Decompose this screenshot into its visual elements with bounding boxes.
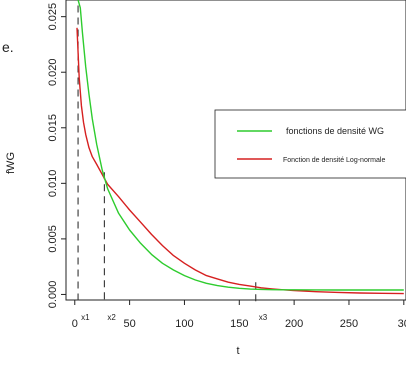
y-tick-label: 0.000 (47, 281, 59, 309)
legend-label-lognormal: Fonction de densité Log-normale (283, 157, 385, 164)
x-tick-label: 0 (72, 318, 78, 330)
x-tick-label: 150 (230, 318, 248, 330)
x-tick-label: 50 (123, 318, 135, 330)
x-axis-label: t (236, 345, 239, 357)
x-tick-label: 250 (340, 318, 358, 330)
marker-label-x1: x1 (81, 313, 90, 322)
y-tick-label: 0.025 (47, 3, 59, 31)
y-tick-label: 0.015 (47, 114, 59, 142)
y-tick-label: 0.020 (47, 58, 59, 86)
legend-label-wg: fonctions de densité WG (286, 126, 384, 136)
x-tick-label: 100 (175, 318, 193, 330)
marker-label-x2: x2 (107, 313, 116, 322)
y-tick-label: 0.005 (47, 225, 59, 253)
x-tick-label: 30 (398, 318, 406, 330)
x-axis: 0 50 100 150 200 250 30 (72, 300, 406, 330)
y-tick-label: 0.010 (47, 170, 59, 198)
stray-text: e. (2, 39, 14, 55)
marker-label-x3: x3 (259, 313, 268, 322)
legend-box (215, 110, 406, 178)
y-axis: 0.000 0.005 0.010 0.015 0.020 0.025 (47, 3, 66, 308)
y-axis-label: fWG (5, 152, 17, 174)
legend: fonctions de densité WG Fonction de dens… (215, 110, 406, 178)
x-tick-label: 200 (285, 318, 303, 330)
